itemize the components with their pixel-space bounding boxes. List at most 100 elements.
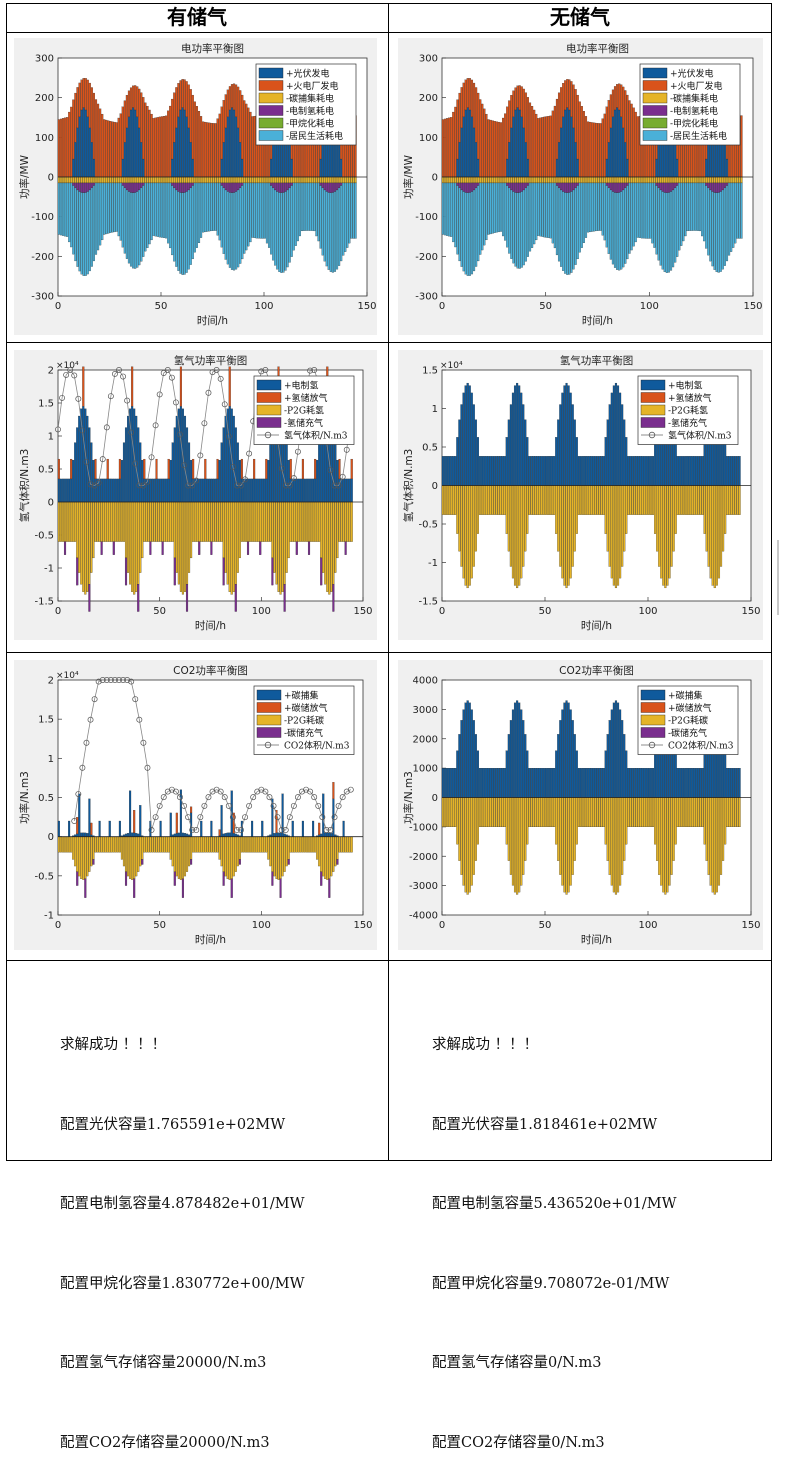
bar-thermal <box>510 95 513 129</box>
bar-p2g-carbon <box>616 797 620 893</box>
bar-h2 <box>557 182 561 189</box>
bar-capture <box>616 176 619 184</box>
bar-capture <box>94 176 98 184</box>
bar-pv <box>171 158 174 178</box>
bar-p2g <box>606 485 609 552</box>
legend-swatch <box>256 392 282 403</box>
bar-capture <box>346 176 349 184</box>
bar-p2g <box>600 485 603 515</box>
bar-residential <box>218 182 221 241</box>
bar-pv <box>175 127 178 178</box>
legend-entry: +氢储放气 <box>284 392 328 404</box>
bar-p2g <box>466 485 469 589</box>
bar-electrolysis <box>131 406 134 503</box>
bar-p2g <box>577 485 580 515</box>
bar-p2g <box>516 485 519 589</box>
bar-capture <box>241 176 244 184</box>
bar-thermal <box>76 87 79 129</box>
bar-p2g <box>100 501 103 542</box>
bar-p2g-carbon <box>448 797 451 827</box>
bar-carbon-capture <box>275 832 278 837</box>
bar-carbon-capture <box>330 833 333 837</box>
bar-p2g <box>602 485 605 515</box>
bar-h2 <box>276 182 279 192</box>
co2-volume-point <box>116 677 122 683</box>
bar-p2g-carbon <box>82 836 85 880</box>
bar-p2g-carbon <box>639 797 642 827</box>
bar-carbon-capture <box>445 768 449 798</box>
bar-h2 <box>173 182 176 189</box>
bar-p2g <box>124 501 128 559</box>
bar-residential <box>307 182 310 231</box>
h2-volume-point <box>148 454 155 461</box>
legend-swatch <box>642 130 668 141</box>
bar-p2g <box>281 501 284 592</box>
bar-thermal <box>502 117 505 178</box>
bar-capture <box>622 176 625 184</box>
bar-pv <box>121 158 124 178</box>
bar-residential <box>288 187 291 263</box>
h2-volume-point <box>75 395 82 402</box>
bar-p2g <box>135 501 138 592</box>
bar-capture <box>709 176 712 184</box>
bar-carbon-capture <box>499 768 502 798</box>
bar-p2g-carbon <box>478 797 482 827</box>
bar-capture <box>701 176 704 184</box>
legend-entry: -电制氢耗电 <box>286 105 334 117</box>
bar-p2g-carbon <box>734 797 737 827</box>
bar-capture <box>282 176 285 184</box>
bar-p2g-carbon <box>289 836 292 853</box>
bar-residential <box>551 182 554 244</box>
bar-capture <box>456 176 459 184</box>
bar-capture <box>499 176 503 184</box>
bar-p2g <box>674 485 677 534</box>
bar-capture <box>533 176 536 184</box>
bar-p2g-carbon <box>299 836 302 853</box>
bar-p2g-carbon <box>524 797 527 861</box>
bar-capture <box>603 176 606 184</box>
bar-capture <box>99 176 102 184</box>
bar-h2 <box>80 182 83 193</box>
y-tick-label: -100 <box>415 212 438 223</box>
bar-h2 <box>290 182 293 186</box>
bar-p2g <box>691 485 694 515</box>
bar-capture <box>191 176 194 184</box>
h2-volume-point <box>91 482 98 489</box>
bar-p2g-carbon <box>84 836 87 879</box>
bar-electrolysis <box>682 456 685 486</box>
bar-pv <box>655 158 658 178</box>
bar-carbon-capture <box>641 768 644 798</box>
bar-residential <box>616 192 619 270</box>
bar-residential <box>239 187 242 264</box>
bar-p2g-carbon <box>682 797 685 827</box>
h2-volume-point <box>327 467 334 474</box>
bar-electrolysis <box>303 478 306 503</box>
x-tick-label: 50 <box>153 606 166 617</box>
bar-carbon-capture <box>567 702 570 798</box>
bar-h2-discharge <box>289 458 292 480</box>
bar-thermal <box>235 84 238 118</box>
bar-thermal <box>591 122 594 178</box>
bar-p2g <box>443 485 447 515</box>
bar-electrolysis <box>534 456 537 486</box>
bar-p2g <box>532 485 535 515</box>
bar-thermal <box>568 79 571 111</box>
bar-capture <box>274 176 277 184</box>
bar-electrolysis <box>204 478 207 503</box>
bar-electrolysis <box>293 478 296 503</box>
bar-thermal <box>220 106 223 160</box>
bar-h2 <box>319 182 322 186</box>
bar-p2g <box>326 501 329 592</box>
bar-p2g <box>623 485 626 552</box>
bar-p2g <box>112 501 115 542</box>
bar-p2g-carbon <box>131 836 134 880</box>
co2-volume-point <box>221 794 228 801</box>
bar-p2g <box>649 485 653 515</box>
bar-electrolysis <box>639 456 642 486</box>
x-axis-label: 时间/h <box>581 933 612 946</box>
bar-capture <box>333 176 337 184</box>
bar-thermal <box>634 111 637 178</box>
bar-electrolysis <box>546 456 550 486</box>
bar-p2g <box>458 485 461 552</box>
bar-capture <box>259 176 262 184</box>
